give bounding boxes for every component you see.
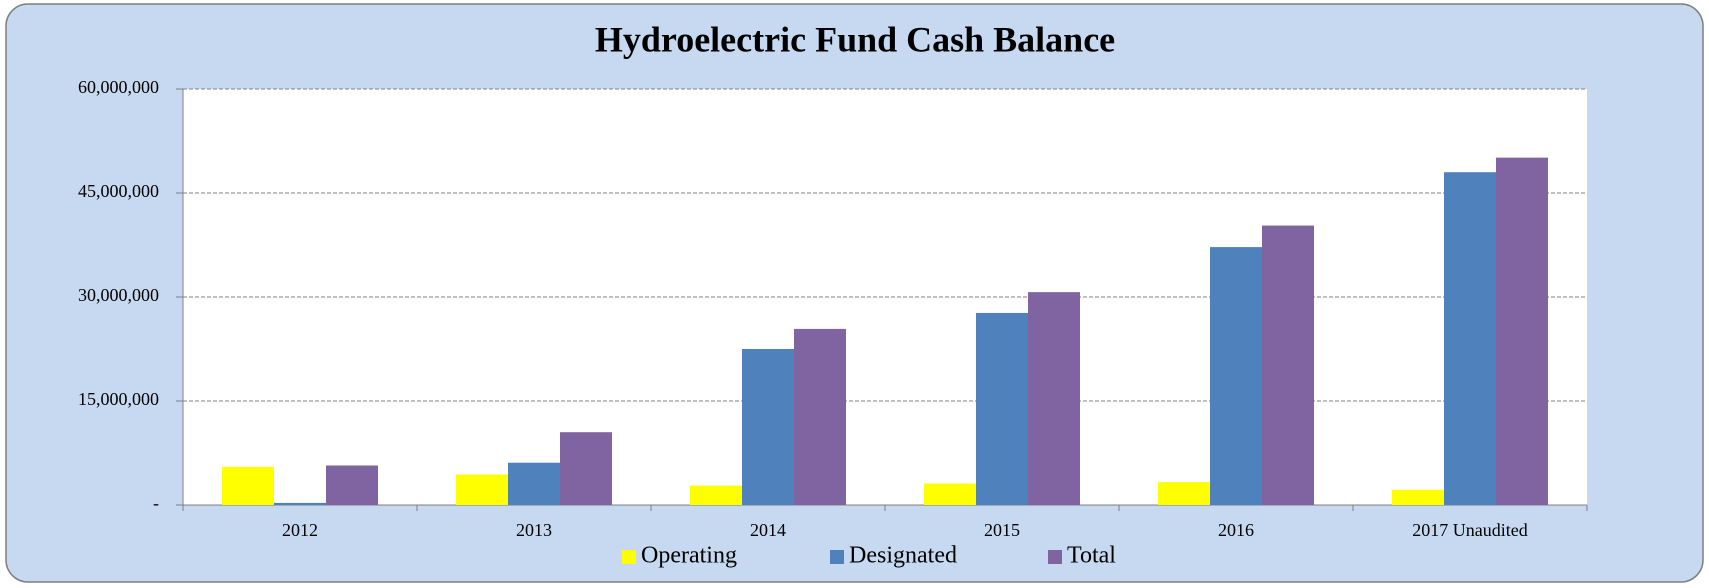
x-tick-label: 2014 [750, 520, 786, 540]
x-tick-label: 2017 Unaudited [1412, 520, 1527, 540]
y-tick-label: 30,000,000 [78, 285, 159, 305]
bar [1496, 157, 1548, 505]
legend-swatch [622, 550, 636, 564]
bar [924, 483, 976, 505]
bar [1158, 482, 1210, 505]
bar [560, 432, 612, 505]
bar [1210, 247, 1262, 505]
bar [976, 312, 1028, 505]
y-tick-label: 45,000,000 [78, 181, 159, 201]
bar [508, 462, 560, 505]
chart-title: Hydroelectric Fund Cash Balance [595, 19, 1115, 59]
bar [456, 474, 508, 505]
y-tick-label: - [153, 493, 159, 513]
bar [1028, 292, 1080, 505]
y-tick-label: 15,000,000 [78, 389, 159, 409]
bar [222, 466, 274, 505]
bar [1392, 489, 1444, 505]
x-tick-label: 2015 [984, 520, 1020, 540]
bar [326, 465, 378, 505]
legend-label: Operating [641, 543, 737, 569]
bar [742, 349, 794, 505]
x-tick-label: 2012 [282, 520, 318, 540]
legend-label: Designated [849, 543, 957, 569]
y-tick-label: 60,000,000 [78, 77, 159, 97]
bar [1262, 225, 1314, 505]
x-tick-label: 2013 [516, 520, 552, 540]
bar [1444, 172, 1496, 505]
legend-swatch [830, 550, 844, 564]
bar [274, 502, 326, 505]
legend-label: Total [1067, 543, 1116, 569]
legend-swatch [1048, 550, 1062, 564]
bar [690, 485, 742, 505]
bar [794, 328, 846, 505]
x-tick-label: 2016 [1218, 520, 1254, 540]
